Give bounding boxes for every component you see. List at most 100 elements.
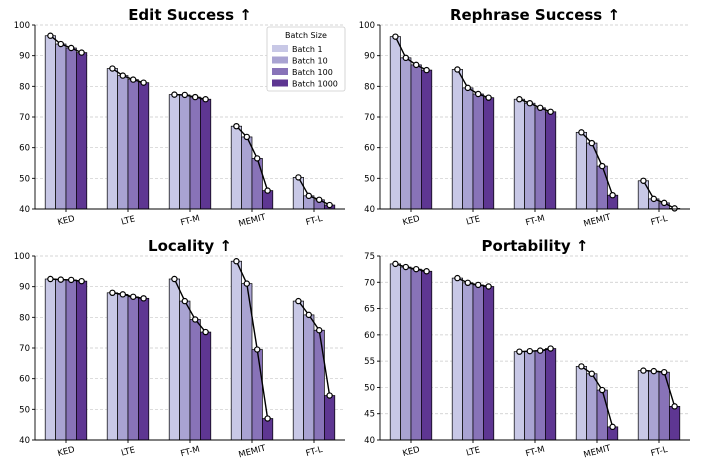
point-marker-lte-batch-1: [454, 66, 461, 73]
trend-line-ked: [50, 278, 82, 282]
point-marker-ft-m-batch-10: [181, 297, 188, 305]
bar-lte-batch-100: [127, 79, 139, 210]
point-marker-ked-batch-1: [392, 260, 399, 268]
point-marker-lte-batch-100: [475, 281, 482, 289]
bar-lte-batch-10: [117, 293, 129, 441]
point-marker-ked-batch-1000: [423, 66, 430, 74]
point-marker-ft-l-batch-10: [305, 311, 312, 319]
bar-lte-batch-100: [127, 296, 139, 441]
bar-ft-l-batch-1: [292, 177, 304, 210]
x-tick-label-lte: LTE: [465, 445, 481, 458]
trend-line-lte: [112, 292, 144, 300]
trend-line-memit: [580, 131, 614, 196]
trend-line-ft-l: [297, 300, 331, 396]
point-marker-memit-batch-1000: [609, 191, 616, 199]
x-tick-label-ft-m: FT-M: [525, 214, 546, 229]
bar-memit-batch-1: [230, 125, 242, 210]
point-marker-memit-batch-1000: [609, 423, 616, 431]
chart-panel-portability: 40 45 50 55 60 65 70 75 KED LTE FT-M MEMIT FT-L Porta…: [364, 237, 690, 460]
point-marker-lte-batch-1000: [485, 283, 492, 290]
point-marker-memit-batch-100: [599, 386, 606, 394]
x-tick-label-ked: KED: [402, 445, 422, 459]
x-tick-label-memit: MEMIT: [238, 443, 268, 460]
y-tick-label: 80: [19, 82, 30, 92]
point-marker-memit-batch-10: [243, 133, 250, 141]
trend-line-lte: [112, 67, 144, 84]
bar-ked-batch-100: [410, 64, 422, 210]
point-marker-ked-batch-10: [402, 54, 409, 62]
bar-ked-batch-1000: [76, 52, 88, 210]
point-marker-ft-m-batch-10: [181, 91, 188, 99]
trend-line-ft-l: [642, 180, 675, 210]
bar-memit-batch-10: [241, 136, 253, 210]
x-tick-label-ft-m: FT-M: [180, 445, 201, 460]
bar-lte-batch-100: [472, 93, 484, 210]
y-tick-label: 50: [364, 383, 375, 393]
y-tick-label: 65: [364, 305, 375, 315]
x-tick-label-lte: LTE: [120, 214, 136, 227]
point-marker-ft-l-batch-1000: [326, 201, 333, 209]
y-tick-label: 55: [364, 357, 375, 367]
bar-ked-batch-1000: [421, 69, 433, 210]
trend-line-memit: [235, 260, 269, 419]
point-marker-memit-batch-1: [578, 363, 585, 370]
point-marker-lte-batch-10: [119, 72, 127, 79]
legend-entry-batch-1000: Batch 1000: [292, 80, 338, 89]
point-marker-ked-batch-100: [413, 61, 420, 69]
bar-memit-batch-1000: [262, 418, 274, 441]
point-marker-ft-m-batch-100: [191, 316, 199, 323]
bar-lte-batch-10: [117, 75, 129, 210]
bar-ft-l-batch-1000: [324, 395, 336, 441]
bar-lte-batch-1000: [483, 97, 495, 210]
bar-ft-l-batch-1000: [669, 406, 681, 441]
bar-memit-batch-1: [575, 131, 587, 210]
trend-line-ft-m: [519, 98, 551, 113]
bar-ked-batch-100: [65, 279, 77, 441]
y-tick-label: 90: [19, 283, 30, 293]
bar-lte-batch-1: [451, 69, 463, 210]
bar-ked-batch-10: [400, 57, 412, 210]
bar-ft-m-batch-1: [513, 98, 525, 210]
point-marker-ft-m-batch-100: [537, 347, 544, 354]
point-marker-ked-batch-1000: [78, 49, 85, 56]
y-tick-label: 90: [364, 52, 375, 62]
chart-panel-locality: 40 50 60 70 80 90 100 KED LTE FT-M MEMIT FT-L Locali…: [14, 237, 345, 460]
bar-ft-m-batch-10: [524, 102, 536, 210]
point-marker-ked-batch-1000: [78, 277, 85, 285]
legend-entry-batch-10: Batch 10: [292, 57, 328, 66]
bar-ft-l-batch-10: [648, 370, 660, 441]
point-marker-lte-batch-100: [475, 90, 482, 98]
bar-lte-batch-1000: [138, 82, 150, 210]
point-marker-lte-batch-1: [109, 65, 116, 72]
bar-ft-m-batch-100: [534, 107, 546, 210]
point-marker-memit-batch-1: [578, 129, 585, 136]
bar-lte-batch-1000: [483, 286, 495, 441]
bar-ft-m-batch-100: [189, 96, 201, 210]
bar-lte-batch-10: [462, 87, 474, 210]
y-tick-label: 40: [364, 205, 375, 215]
x-tick-label-ft-m: FT-M: [525, 445, 546, 460]
point-marker-ked-batch-10: [57, 276, 65, 283]
y-tick-label: 90: [19, 52, 30, 62]
bar-ft-m-batch-100: [189, 319, 201, 441]
point-marker-memit-batch-100: [254, 346, 261, 353]
point-marker-ft-l-batch-1000: [326, 392, 333, 399]
x-tick-label-ked: KED: [402, 214, 422, 228]
point-marker-lte-batch-10: [119, 291, 127, 298]
trend-line-ft-m: [173, 278, 207, 333]
legend-swatch-batch-1000: [272, 79, 288, 87]
point-marker-ft-l-batch-1: [295, 297, 302, 305]
point-marker-ft-m-batch-100: [537, 104, 544, 112]
bar-lte-batch-1000: [138, 297, 150, 441]
point-marker-lte-batch-1: [454, 274, 461, 282]
point-marker-ked-batch-10: [402, 263, 409, 271]
y-tick-label: 100: [359, 21, 375, 31]
bar-ked-batch-1: [44, 35, 56, 210]
bar-memit-batch-100: [251, 349, 263, 441]
bar-ked-batch-10: [55, 43, 67, 210]
x-tick-label-ked: KED: [57, 445, 77, 459]
point-marker-lte-batch-1000: [485, 94, 492, 101]
legend-entry-batch-1: Batch 1: [292, 45, 323, 54]
point-marker-ft-l-batch-10: [650, 367, 658, 375]
